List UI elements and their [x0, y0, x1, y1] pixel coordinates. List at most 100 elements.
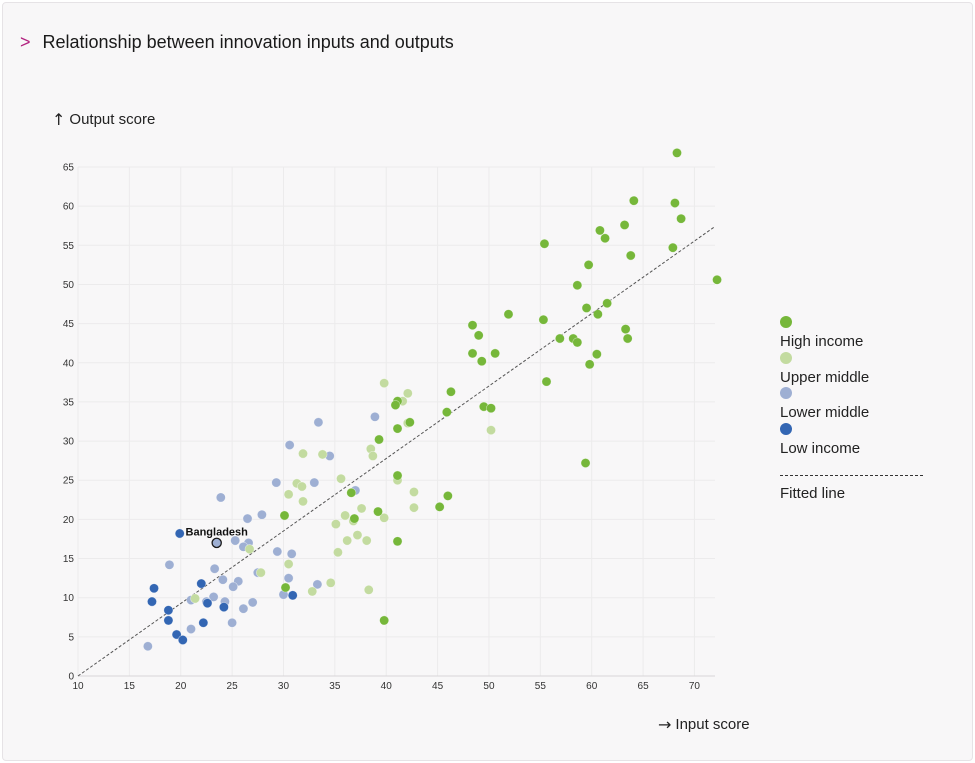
y-tick-label: 35 [63, 397, 75, 408]
data-point [392, 470, 403, 481]
data-point [670, 198, 680, 208]
data-point [541, 376, 552, 387]
chart-title: Relationship between innovation inputs a… [42, 32, 454, 52]
data-point [473, 330, 484, 341]
y-tick-label: 55 [63, 241, 75, 252]
data-point [149, 583, 159, 594]
data-point [346, 487, 357, 498]
data-point [147, 596, 157, 607]
legend-item-low-income[interactable]: Low income [780, 422, 930, 459]
data-point [257, 509, 267, 520]
data-point [209, 563, 220, 574]
data-point [580, 458, 591, 468]
data-point [333, 547, 343, 558]
legend-item-lower-middle[interactable]: Lower middle [780, 387, 930, 423]
chart-header: > Relationship between innovation inputs… [20, 32, 454, 52]
data-point [628, 195, 639, 206]
data-point [409, 487, 419, 497]
data-point [402, 388, 413, 399]
data-point [361, 535, 372, 546]
data-point [177, 635, 188, 645]
x-tick-label: 55 [535, 681, 547, 692]
data-point [434, 501, 445, 512]
data-point [171, 629, 182, 640]
legend-fitted-line-swatch [780, 475, 923, 476]
y-tick-label: 20 [63, 515, 75, 526]
y-tick-label: 65 [63, 163, 75, 174]
arrow-right-icon: → [658, 715, 672, 734]
x-tick-label: 35 [329, 681, 341, 692]
data-point [283, 573, 294, 584]
data-point [271, 477, 282, 488]
data-point [230, 535, 241, 546]
legend-swatch [780, 351, 792, 364]
data-point [280, 582, 291, 593]
data-point [298, 448, 308, 459]
highlighted-point [211, 537, 222, 549]
data-point [349, 513, 360, 524]
legend: High income Upper middle Lower middle Lo… [780, 316, 930, 502]
data-point [247, 597, 258, 608]
data-point [667, 242, 678, 253]
data-point [227, 617, 238, 628]
data-point [163, 615, 174, 626]
data-point [283, 559, 294, 569]
data-point [190, 593, 201, 604]
chevron-right-icon[interactable]: > [20, 32, 31, 52]
data-point [298, 496, 308, 507]
data-point [198, 617, 209, 628]
data-point [583, 259, 594, 270]
legend-item-high-income[interactable]: High income [780, 316, 930, 352]
y-tick-label: 45 [63, 319, 75, 330]
data-point [164, 559, 175, 570]
data-point [279, 510, 290, 521]
arrow-up-icon: ↑ [52, 110, 66, 129]
data-point [503, 309, 514, 320]
y-tick-label: 60 [63, 202, 75, 213]
data-point [336, 473, 346, 484]
y-tick-label: 40 [63, 358, 75, 369]
data-point [490, 348, 501, 359]
x-tick-label: 10 [72, 681, 84, 692]
data-point [373, 506, 383, 517]
data-point [174, 528, 185, 539]
data-point [309, 477, 320, 488]
data-point [486, 425, 496, 436]
data-point [287, 590, 298, 601]
x-axis-title: → Input score [658, 715, 750, 734]
legend-fitted-line-label[interactable]: Fitted line [780, 485, 846, 502]
data-point [622, 333, 633, 344]
x-tick-label: 60 [586, 681, 598, 692]
data-point [572, 337, 583, 348]
data-point [307, 586, 318, 597]
legend-label: High income [780, 333, 864, 350]
legend-item-upper-middle[interactable]: Upper middle [780, 351, 930, 388]
legend-swatch [780, 316, 792, 328]
data-point [592, 309, 603, 320]
data-point [363, 584, 374, 595]
x-tick-label: 15 [124, 681, 136, 692]
legend-swatch [780, 387, 792, 399]
data-point [442, 490, 453, 501]
data-point [467, 320, 478, 331]
data-point [367, 451, 378, 461]
data-point [313, 417, 324, 428]
data-point [672, 148, 682, 158]
data-point [186, 624, 196, 634]
data-point [272, 546, 283, 557]
y-axis-title: ↑ Output score [52, 110, 155, 129]
data-point [595, 225, 605, 236]
x-tick-label: 20 [175, 681, 187, 692]
y-tick-label: 5 [68, 632, 74, 643]
data-point [312, 579, 323, 590]
data-point [572, 280, 583, 291]
data-point [486, 403, 496, 414]
data-point [244, 544, 255, 555]
data-point [374, 434, 384, 445]
data-point [208, 592, 219, 602]
legend-swatch [780, 422, 792, 435]
data-point [390, 400, 401, 410]
data-point [356, 503, 367, 514]
data-point [467, 348, 478, 359]
